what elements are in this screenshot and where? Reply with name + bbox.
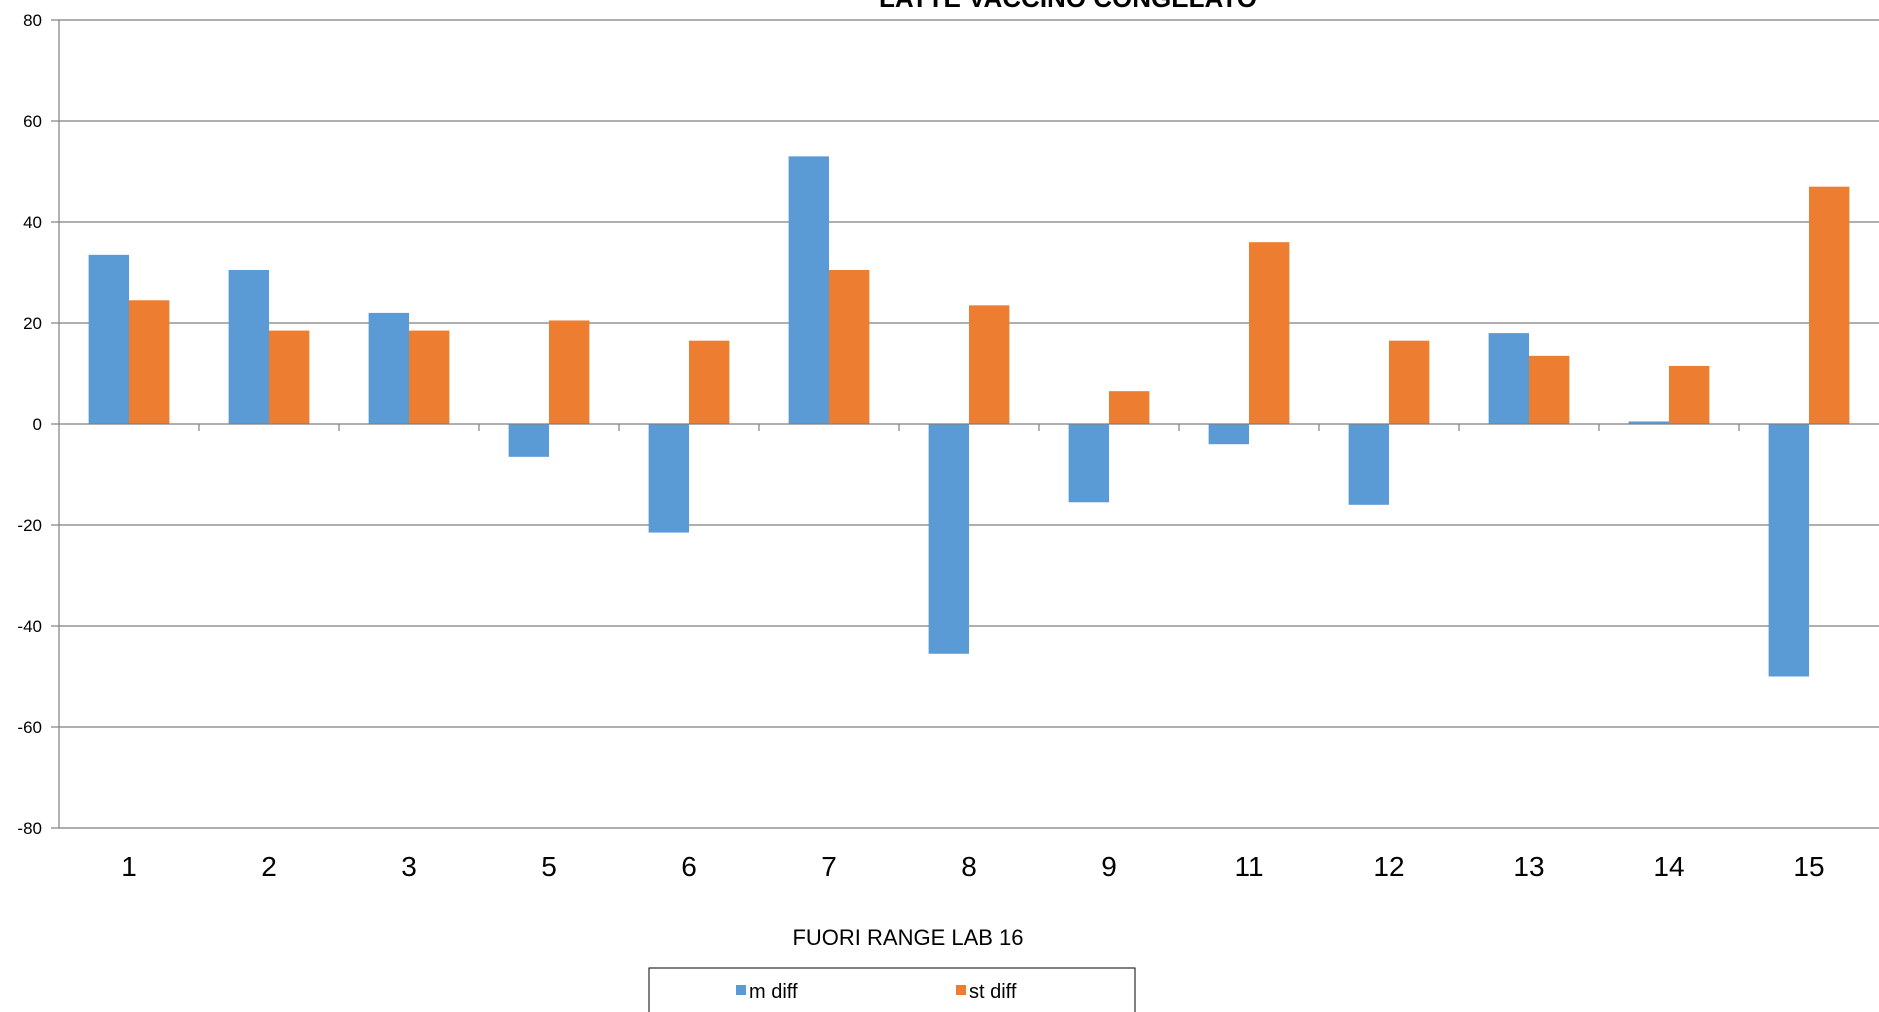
x-tick-label: 6 <box>681 851 697 882</box>
x-tick-label: 8 <box>961 851 977 882</box>
legend-label-st-diff: st diff <box>969 981 1017 1003</box>
bar-m-diff-2 <box>228 269 269 424</box>
y-tick-label: 80 <box>23 11 42 30</box>
bar-st-diff-14 <box>1669 365 1710 424</box>
bar-m-diff-1 <box>88 254 129 424</box>
legend-box <box>648 967 1136 1012</box>
bar-st-diff-15 <box>1809 186 1850 424</box>
x-tick-label: 12 <box>1373 851 1404 882</box>
x-tick-label: 11 <box>1234 851 1263 882</box>
chart-title: LATTE VACCINO CONGELATO <box>879 0 1257 13</box>
y-tick-label: -20 <box>17 516 42 535</box>
bar-m-diff-13 <box>1488 333 1529 424</box>
bars <box>88 156 1850 677</box>
legend-swatch-st-diff <box>956 985 966 995</box>
bar-st-diff-2 <box>269 330 310 424</box>
bar-m-diff-5 <box>508 424 549 457</box>
x-axis-tick-labels: 1 2 3 5 6 7 8 9 11 12 13 14 15 <box>121 851 1824 882</box>
legend-label-m-diff: m diff <box>749 981 798 1003</box>
x-tick-label: 15 <box>1793 851 1824 882</box>
bar-m-diff-3 <box>368 312 409 424</box>
bar-m-diff-7 <box>788 156 829 424</box>
x-tick-label: 13 <box>1513 851 1544 882</box>
y-tick-label: 0 <box>33 415 42 434</box>
y-tick-label: -80 <box>17 819 42 838</box>
bar-m-diff-11 <box>1208 424 1249 445</box>
y-tick-label: -40 <box>17 617 42 636</box>
x-tick-label: 3 <box>401 851 417 882</box>
x-tick-label: 1 <box>121 851 137 882</box>
bar-m-diff-12 <box>1348 424 1389 505</box>
bar-st-diff-12 <box>1389 340 1430 424</box>
bar-m-diff-14 <box>1628 421 1669 424</box>
bar-st-diff-7 <box>829 269 870 424</box>
y-axis-tick-labels: 80 60 40 20 0 -20 -40 -60 -80 <box>17 11 42 838</box>
legend-swatch-m-diff <box>736 985 746 995</box>
bar-st-diff-5 <box>549 320 590 424</box>
x-tick-label: 9 <box>1101 851 1117 882</box>
x-tick-label: 2 <box>261 851 277 882</box>
bar-st-diff-8 <box>969 305 1010 424</box>
x-tick-label: 14 <box>1653 851 1684 882</box>
y-tick-label: 20 <box>23 314 42 333</box>
bar-st-diff-11 <box>1249 242 1290 424</box>
axes <box>51 19 1879 829</box>
bar-m-diff-8 <box>928 424 969 654</box>
bar-m-diff-15 <box>1768 424 1809 677</box>
x-axis-title: FUORI RANGE LAB 16 <box>792 925 1023 950</box>
y-tick-label: 40 <box>23 213 42 232</box>
bar-st-diff-1 <box>129 300 170 424</box>
bar-st-diff-13 <box>1529 355 1570 424</box>
bar-m-diff-9 <box>1068 424 1109 503</box>
y-tick-label: 60 <box>23 112 42 131</box>
x-tick-label: 5 <box>541 851 557 882</box>
bar-st-diff-6 <box>689 340 730 424</box>
x-tick-label: 7 <box>821 851 837 882</box>
bar-st-diff-3 <box>409 330 450 424</box>
bar-st-diff-9 <box>1109 391 1150 424</box>
bar-m-diff-6 <box>648 424 689 533</box>
legend: m diff st diff <box>648 967 1136 1012</box>
y-tick-label: -60 <box>17 718 42 737</box>
